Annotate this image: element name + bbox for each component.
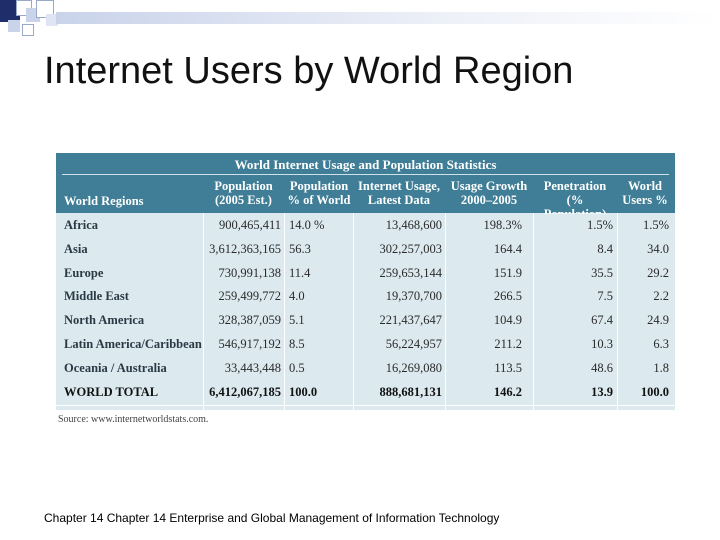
region-name: WORLD TOTAL: [64, 384, 159, 399]
table-cell: 1.5%: [586, 218, 613, 232]
table-cell: 2.2: [653, 289, 669, 304]
caption-divider: [62, 174, 669, 175]
table-header: World Internet Usage and Population Stat…: [56, 153, 675, 221]
table-cell: 302,257,003: [379, 241, 443, 256]
table-cell: 56,224,957: [385, 337, 442, 351]
table-cell: 259,499,772: [218, 289, 282, 304]
table-cell: 900,465,411: [218, 218, 281, 232]
region-name: Africa: [64, 218, 99, 232]
table-cell: 16,269,080: [385, 360, 442, 375]
column-divider: [445, 213, 446, 410]
table-cell: 56.3: [289, 241, 311, 256]
table-cell: 3,612,363,165: [209, 241, 281, 256]
table-cell: 33,443,448: [224, 360, 281, 375]
deco-square: [46, 14, 58, 26]
table-cell: 328,387,059: [218, 313, 282, 328]
statistics-table: World Internet Usage and Population Stat…: [56, 153, 675, 410]
table-cell: 100.0: [289, 384, 318, 399]
deco-square: [0, 0, 20, 22]
table-cell: 1.8: [653, 360, 669, 375]
header-cell: World Users %: [622, 179, 668, 207]
header-cell: Population% of World: [287, 179, 351, 207]
table-cell: 221,437,647: [379, 313, 443, 328]
header-cell: World Regions: [64, 194, 144, 208]
region-name: Latin America/Caribbean: [64, 337, 202, 351]
header-cell: Usage Growth 2000–2005: [450, 179, 528, 207]
table-cell: 8.5: [289, 337, 305, 351]
table-row: Europe 730,991,138 11.4 259,653,144 151.9 35.…: [56, 261, 675, 287]
table-cell: 104.9: [493, 313, 522, 328]
table-cell: 1.5%: [642, 218, 669, 232]
table-cell: 6,412,067,185: [209, 384, 281, 399]
header-cell: Internet Usage, Latest Data: [358, 179, 440, 207]
table-cell: 35.5: [591, 265, 613, 280]
table-cell: 8.4: [597, 241, 613, 256]
deco-square: [22, 24, 34, 36]
table-cell: 34.0: [647, 241, 669, 256]
table-row: Middle East 259,499,772 4.0 19,370,700 266.5…: [56, 285, 675, 311]
table-cell: 259,653,144: [379, 265, 443, 280]
table-cell: 13,468,600: [385, 218, 442, 232]
slide-footer: Chapter 14 Chapter 14 Enterprise and Glo…: [44, 511, 500, 525]
column-divider: [284, 213, 285, 410]
header-cell: Population (2005 Est.): [214, 179, 273, 207]
table-cell: 24.9: [647, 313, 669, 328]
table-cell: 198.3%: [483, 218, 522, 232]
table-cell: 546,917,192: [218, 337, 282, 351]
source-note: Source: www.internetworldstats.com.: [58, 414, 209, 425]
region-name: Europe: [64, 265, 104, 280]
table-cell: 10.3: [591, 337, 613, 351]
total-row: WORLD TOTAL 6,412,067,185 100.0 888,681,131…: [56, 380, 675, 406]
table-cell: 266.5: [493, 289, 522, 304]
table-row: Asia 3,612,363,165 56.3 302,257,003 164.4 8.4…: [56, 237, 675, 263]
column-divider: [203, 213, 204, 410]
table-row: Oceania / Australia 33,443,448 0.5 16,269,0…: [56, 356, 675, 382]
table-row: North America 328,387,059 5.1 221,437,647 10…: [56, 309, 675, 335]
column-divider: [617, 213, 618, 410]
region-name: Middle East: [64, 289, 129, 304]
table-cell: 113.5: [494, 360, 522, 375]
column-divider: [353, 213, 354, 410]
table-cell: 146.2: [493, 384, 522, 399]
table-cell: 7.5: [597, 289, 613, 304]
table-row: Latin America/Caribbean 546,917,192 8.5 56,…: [56, 333, 675, 358]
table-cell: 13.9: [591, 384, 613, 399]
deco-square: [8, 20, 20, 32]
table-caption: World Internet Usage and Population Stat…: [234, 157, 497, 172]
table-cell: 164.4: [493, 241, 522, 256]
region-name: Asia: [64, 241, 88, 256]
table-cell: 11.4: [289, 265, 311, 280]
table-cell: 6.3: [653, 337, 669, 351]
table-cell: 888,681,131: [379, 384, 443, 399]
table-row: Africa 900,465,411 14.0 % 13,468,600 198.3% 1…: [56, 214, 675, 239]
table-cell: 151.9: [493, 265, 522, 280]
region-name: Oceania / Australia: [64, 360, 167, 375]
deco-bar: [56, 12, 720, 24]
table-cell: 211.2: [494, 337, 522, 351]
table-cell: 48.6: [591, 360, 613, 375]
table-cell: 67.4: [591, 313, 613, 328]
table-cell: 4.0: [289, 289, 305, 304]
page-title: Internet Users by World Region: [44, 50, 574, 92]
table-cell: 100.0: [640, 384, 669, 399]
table-cell: 14.0 %: [289, 218, 325, 232]
deco-square: [36, 0, 54, 18]
table-cell: 5.1: [289, 313, 305, 328]
column-divider: [533, 213, 534, 410]
region-name: North America: [64, 313, 145, 328]
table-cell: 730,991,138: [218, 265, 282, 280]
table-cell: 29.2: [647, 265, 669, 280]
table-cell: 19,370,700: [385, 289, 442, 304]
table-cell: 0.5: [289, 360, 305, 375]
